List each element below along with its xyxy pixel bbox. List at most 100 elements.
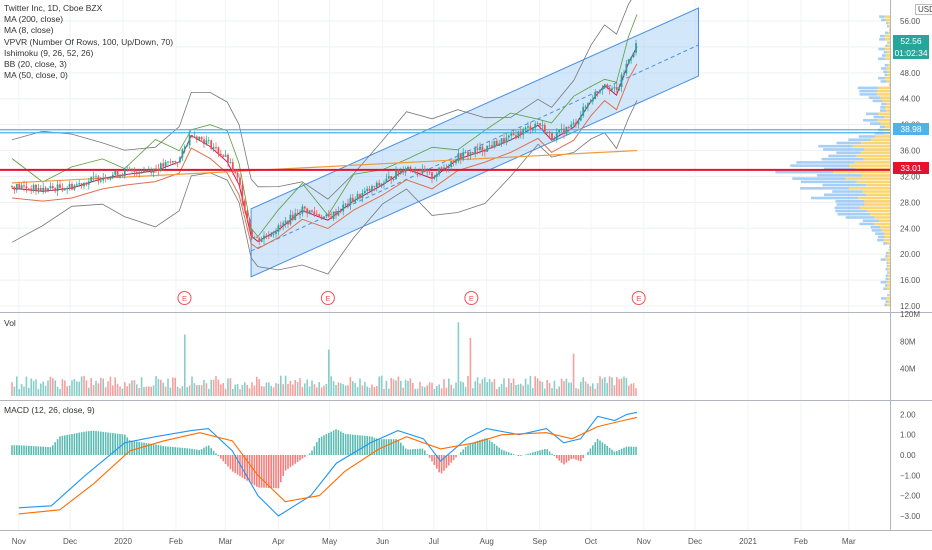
vpvr-row xyxy=(866,193,890,197)
macd-histogram-bar xyxy=(40,446,42,455)
indicator-ma200[interactable]: MA (200, close) xyxy=(4,14,64,25)
indicator-ma8[interactable]: MA (8, close) xyxy=(4,25,54,36)
vpvr-row xyxy=(883,50,887,54)
candle-body xyxy=(73,185,76,190)
macd-histogram-bar xyxy=(47,446,49,455)
indicator-vpvr[interactable]: VPVR (Number Of Rows, 100, Up/Down, 70) xyxy=(4,36,174,47)
volume-bar xyxy=(90,378,92,396)
volume-bar xyxy=(256,376,258,396)
candle-body xyxy=(289,214,292,225)
vpvr-row xyxy=(889,248,890,252)
vpvr-row xyxy=(886,21,888,25)
volume-bar xyxy=(380,375,383,396)
macd-histogram-bar xyxy=(52,445,54,455)
macd-histogram-bar xyxy=(150,443,152,455)
candle-body xyxy=(541,125,544,126)
volume-bar xyxy=(577,388,580,396)
macd-histogram-bar xyxy=(176,447,179,455)
candle-body xyxy=(308,210,311,214)
macd-histogram-bar xyxy=(304,455,306,457)
vpvr-row xyxy=(882,99,890,103)
vpvr-row xyxy=(832,190,863,193)
macd-histogram-bar xyxy=(78,432,80,455)
candle-body xyxy=(80,183,83,187)
candle-body xyxy=(229,162,232,163)
candle-body xyxy=(479,146,481,150)
volume-bar xyxy=(42,381,44,396)
candle-body xyxy=(75,184,78,186)
volume-bar xyxy=(282,384,284,396)
vpvr-row xyxy=(887,41,889,44)
volume-bar xyxy=(239,389,241,396)
volume-bar xyxy=(568,382,570,396)
macd-histogram-bar xyxy=(100,431,102,455)
macd-legend[interactable]: MACD (12, 26, close, 9) xyxy=(4,405,95,416)
candle-body xyxy=(147,169,150,171)
vpvr-row xyxy=(870,225,881,229)
last-price-tag: 52.56 xyxy=(893,35,929,47)
volume-bar xyxy=(556,388,558,396)
candle-body xyxy=(11,186,13,187)
candle-body xyxy=(423,169,426,173)
candle-body xyxy=(615,87,618,90)
symbol-header[interactable]: Twitter Inc, 1D, Cboe BZX xyxy=(4,3,103,13)
volume-bar xyxy=(503,378,505,396)
vpvr-row xyxy=(887,284,890,287)
candle-body xyxy=(361,193,364,199)
candle-body xyxy=(383,182,385,184)
time-axis-label: Mar xyxy=(842,537,856,546)
vpvr-row xyxy=(857,86,879,90)
candle-body xyxy=(596,92,599,93)
vpvr-row xyxy=(885,57,890,61)
indicator-bb[interactable]: BB (20, close, 3) xyxy=(4,59,67,70)
candle-body xyxy=(284,220,287,223)
volume-bar xyxy=(308,386,311,396)
volume-legend[interactable]: Vol xyxy=(4,318,16,329)
volume-bar xyxy=(474,381,476,396)
candle-body xyxy=(534,123,537,128)
candle-body xyxy=(138,172,141,175)
volume-bar xyxy=(160,379,162,396)
volume-bar xyxy=(59,388,61,396)
volume-bar xyxy=(318,382,320,396)
vpvr-row xyxy=(888,274,890,278)
candle-body xyxy=(109,176,112,180)
price-axis-label: 28.00 xyxy=(900,198,921,207)
vpvr-row xyxy=(884,303,888,307)
indicator-ichimoku[interactable]: Ishimoku (9, 26, 52, 26) xyxy=(4,47,94,58)
volume-bar xyxy=(299,378,301,396)
currency-label[interactable]: USD xyxy=(915,4,932,15)
candle-body xyxy=(368,188,371,191)
volume-bar xyxy=(49,376,52,396)
volume-bar xyxy=(565,378,568,396)
volume-bar xyxy=(428,382,431,396)
macd-histogram-bar xyxy=(426,454,428,455)
macd-histogram-bar xyxy=(500,449,503,455)
macd-histogram-bar xyxy=(23,445,25,455)
volume-bar xyxy=(349,377,352,396)
vpvr-row xyxy=(861,141,890,145)
macd-histogram-bar xyxy=(332,430,335,455)
volume-bar xyxy=(347,385,349,396)
volume-bar xyxy=(215,376,217,396)
macd-histogram-bar xyxy=(30,445,32,455)
macd-histogram-bar xyxy=(344,433,347,455)
vpvr-row xyxy=(836,203,865,206)
macd-histogram-bar xyxy=(481,439,484,455)
macd-histogram-bar xyxy=(488,440,491,455)
macd-histogram-bar xyxy=(407,449,409,455)
volume-bar xyxy=(102,378,104,396)
vpvr-row xyxy=(870,122,881,125)
macd-histogram-bar xyxy=(556,455,558,459)
candle-body xyxy=(258,237,261,242)
volume-bar xyxy=(246,384,248,396)
price-candles xyxy=(11,39,637,245)
vpvr-row xyxy=(796,161,855,164)
time-axis-label: 2021 xyxy=(739,537,757,546)
volume-bar xyxy=(388,388,390,396)
indicator-ma50[interactable]: MA (50, close, 0) xyxy=(4,70,68,81)
volume-bar xyxy=(445,387,448,396)
vpvr-row xyxy=(878,47,885,51)
volume-bar xyxy=(407,381,409,396)
